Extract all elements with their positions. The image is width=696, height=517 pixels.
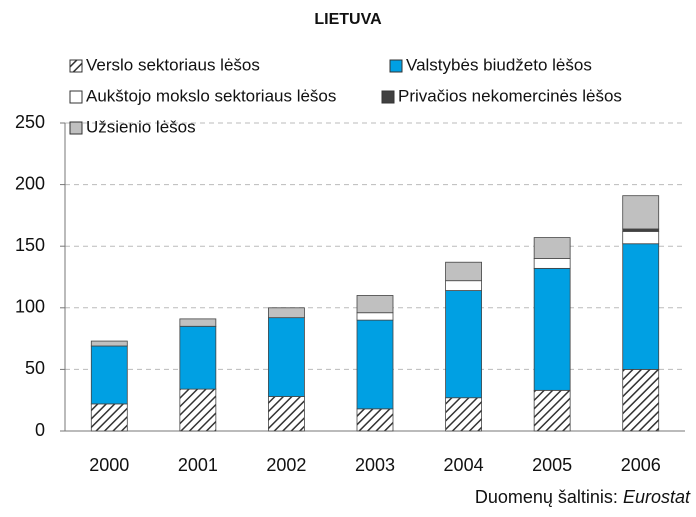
y-tick-label: 50 xyxy=(25,358,45,378)
bar-segment xyxy=(90,345,128,405)
legend-swatch xyxy=(381,90,395,104)
bar-segment xyxy=(533,389,571,432)
legend-swatch xyxy=(69,121,83,135)
x-tick-label: 2004 xyxy=(444,455,484,475)
legend-label: Valstybės biudžeto lėšos xyxy=(406,55,592,74)
y-tick-label: 0 xyxy=(35,420,45,440)
legend-swatch xyxy=(389,59,403,73)
x-tick-label: 2003 xyxy=(355,455,395,475)
bar-segment xyxy=(179,325,217,390)
bar-segment xyxy=(445,280,482,291)
legend-label: Verslo sektoriaus lėšos xyxy=(86,55,260,74)
bar-segment xyxy=(533,258,571,269)
bar-segment xyxy=(179,388,217,432)
x-tick-label: 2001 xyxy=(178,455,218,475)
bar-segment xyxy=(622,368,660,432)
legend-swatch xyxy=(69,59,83,73)
bar-segment xyxy=(90,403,128,432)
bar-segment xyxy=(179,318,217,327)
legend-swatch xyxy=(69,90,83,104)
bar-segment xyxy=(268,307,305,319)
source: Duomenų šaltinis: Eurostat xyxy=(475,487,691,507)
bar-segment xyxy=(445,261,482,282)
source-name: Eurostat xyxy=(623,487,691,507)
bar-segment xyxy=(356,408,394,432)
bar-segment xyxy=(622,243,660,370)
bar-segment xyxy=(445,397,482,432)
bar-segment xyxy=(268,396,305,432)
bar-segment xyxy=(622,195,660,230)
y-tick-label: 100 xyxy=(15,297,45,317)
x-tick-label: 2005 xyxy=(532,455,572,475)
legend-label: Privačios nekomercinės lėšos xyxy=(398,86,622,105)
bar-segment xyxy=(445,290,482,399)
bar-segment xyxy=(356,319,394,410)
legend-label: Aukštojo mokslo sektoriaus lėšos xyxy=(86,86,336,105)
bar-segment xyxy=(533,267,571,391)
x-tick-label: 2000 xyxy=(89,455,129,475)
bar-segment xyxy=(356,295,394,314)
bar-segment xyxy=(533,237,571,259)
bar-segment xyxy=(268,317,305,397)
source-label: Duomenų šaltinis: xyxy=(475,487,618,507)
y-tick-label: 250 xyxy=(15,112,45,132)
y-tick-label: 150 xyxy=(15,235,45,255)
bar-segment xyxy=(356,312,394,321)
chart-title: LIETUVA xyxy=(314,11,382,28)
bar-segment xyxy=(622,231,660,245)
legend-label: Užsienio lėšos xyxy=(86,117,196,136)
bar-segment xyxy=(90,340,128,347)
x-tick-label: 2006 xyxy=(621,455,661,475)
x-tick-label: 2002 xyxy=(266,455,306,475)
y-tick-label: 200 xyxy=(15,173,45,193)
